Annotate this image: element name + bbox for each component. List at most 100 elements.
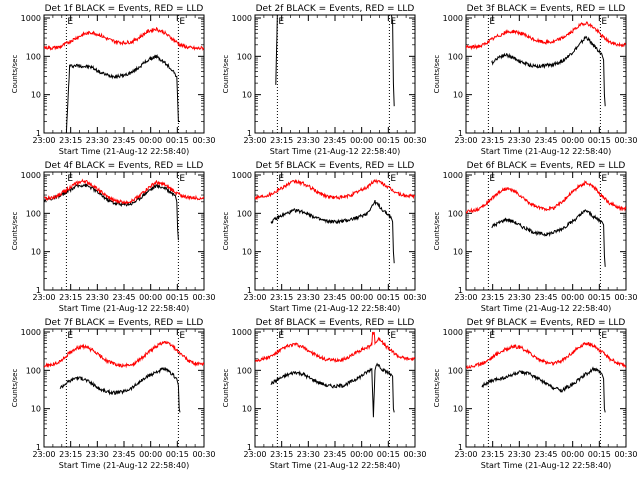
x-tick-label: 00:30	[403, 450, 426, 459]
x-tick-label: 00:30	[614, 293, 637, 302]
x-tick-label: 00:15	[588, 136, 611, 145]
x-axis-label: Start Time (21-Aug-12 22:58:40)	[270, 147, 401, 156]
y-axis-label: Counts/sec	[11, 212, 19, 251]
x-tick-label: 23:30	[508, 450, 531, 459]
y-tick-label: 1000	[232, 14, 252, 23]
y-tick-label: 100	[26, 366, 41, 375]
x-tick-label: 00:15	[588, 450, 611, 459]
x-axis-label: Start Time (21-Aug-12 22:58:40)	[59, 461, 190, 470]
y-tick-label: 1	[247, 286, 252, 295]
x-tick-label: 23:45	[112, 450, 135, 459]
plot-frame	[465, 14, 627, 134]
y-tick-label: 1000	[443, 328, 463, 337]
y-axis-label: Counts/sec	[222, 369, 230, 408]
y-tick-label: 1	[247, 443, 252, 452]
y-axis-label: Counts/sec	[11, 369, 19, 408]
x-tick-label: 23:30	[86, 450, 109, 459]
x-tick-label: 00:30	[403, 136, 426, 145]
x-tick-label: 23:15	[59, 136, 82, 145]
x-axis-label: Start Time (21-Aug-12 22:58:40)	[481, 147, 612, 156]
x-tick-label: 23:45	[323, 450, 346, 459]
x-tick-label: 23:45	[112, 293, 135, 302]
panel-8: Det 8f BLACK = Events, RED = LLD 1 10 100 10…	[222, 318, 427, 470]
events-series-line	[270, 199, 395, 264]
y-axis-label: Counts/sec	[433, 55, 441, 94]
panel-4: Det 4f BLACK = Events, RED = LLD 1 10 100 10…	[11, 161, 216, 313]
x-axis-label: Start Time (21-Aug-12 22:58:40)	[270, 304, 401, 313]
x-tick-label: 23:15	[270, 136, 293, 145]
y-tick-label: 100	[448, 52, 463, 61]
panel-title: Det 3f BLACK = Events, RED = LLD	[467, 4, 626, 14]
x-tick-label: 00:30	[614, 136, 637, 145]
series-group	[466, 21, 626, 107]
x-tick-label: 00:30	[192, 136, 215, 145]
y-tick-label: 1	[247, 129, 252, 138]
y-tick-label: 1000	[232, 328, 252, 337]
x-tick-label: 23:00	[243, 450, 266, 459]
panel-6: Det 6f BLACK = Events, RED = LLD 1 10 100 10…	[433, 161, 638, 313]
e-marker-label: E	[67, 331, 73, 341]
plot-frame	[254, 328, 416, 448]
panel-9: Det 9f BLACK = Events, RED = LLD 1 10 100 10…	[433, 318, 638, 470]
x-tick-label: 23:30	[297, 293, 320, 302]
x-tick-label: 00:00	[139, 450, 162, 459]
x-tick-label: 00:15	[377, 293, 400, 302]
y-tick-label: 100	[26, 52, 41, 61]
panel-5: Det 5f BLACK = Events, RED = LLD 1 10 100 10…	[222, 161, 427, 313]
x-tick-label: 23:15	[59, 450, 82, 459]
x-tick-label: 23:30	[297, 136, 320, 145]
y-tick-label: 100	[448, 366, 463, 375]
panel-title: Det 2f BLACK = Events, RED = LLD	[256, 4, 415, 14]
panel-title: Det 1f BLACK = Events, RED = LLD	[45, 4, 204, 14]
x-tick-label: 23:30	[297, 450, 320, 459]
panel-2: Det 2f BLACK = Events, RED = LLD 1 10 100 10…	[222, 4, 427, 156]
y-tick-label: 1	[36, 443, 41, 452]
e-marker-label: E	[489, 331, 495, 341]
x-tick-label: 23:00	[454, 293, 477, 302]
lld-series-line	[255, 178, 415, 201]
y-axis-label: Counts/sec	[433, 369, 441, 408]
x-tick-label: 00:30	[614, 450, 637, 459]
y-axis-label: Counts/sec	[433, 212, 441, 251]
e-marker-label: E	[390, 17, 396, 27]
y-tick-label: 10	[31, 91, 41, 100]
x-tick-label: 00:30	[192, 293, 215, 302]
y-tick-label: 10	[31, 248, 41, 257]
y-axis-label: Counts/sec	[11, 55, 19, 94]
y-tick-label: 1	[36, 129, 41, 138]
y-tick-label: 1000	[443, 171, 463, 180]
x-tick-label: 23:00	[243, 136, 266, 145]
series-group	[255, 178, 415, 264]
x-tick-label: 23:45	[323, 293, 346, 302]
e-marker-label: E	[67, 17, 73, 27]
x-tick-label: 00:15	[166, 136, 189, 145]
events-series-line	[481, 366, 606, 413]
y-tick-label: 1	[36, 286, 41, 295]
x-tick-label: 00:15	[588, 293, 611, 302]
e-marker-label: E	[390, 331, 396, 341]
e-marker-label: E	[489, 174, 495, 184]
y-tick-label: 1000	[21, 171, 41, 180]
x-tick-label: 23:30	[508, 136, 531, 145]
y-tick-label: 1000	[21, 328, 41, 337]
x-tick-label: 23:30	[508, 293, 531, 302]
panel-title: Det 8f BLACK = Events, RED = LLD	[256, 318, 415, 328]
events-series-line	[491, 209, 606, 267]
e-marker-label: E	[489, 17, 495, 27]
panel-title: Det 4f BLACK = Events, RED = LLD	[45, 161, 204, 171]
x-tick-label: 00:15	[377, 450, 400, 459]
x-tick-label: 00:00	[350, 450, 373, 459]
x-tick-label: 00:00	[561, 450, 584, 459]
x-tick-label: 00:30	[192, 450, 215, 459]
x-axis-label: Start Time (21-Aug-12 22:58:40)	[59, 304, 190, 313]
y-tick-label: 100	[237, 366, 252, 375]
y-tick-label: 100	[26, 209, 41, 218]
x-tick-label: 23:15	[481, 136, 504, 145]
plot-frame	[465, 328, 627, 448]
x-tick-label: 00:00	[350, 293, 373, 302]
events-series-line	[59, 366, 181, 413]
e-marker-label: E	[67, 174, 73, 184]
y-tick-label: 100	[448, 209, 463, 218]
y-tick-label: 1	[458, 129, 463, 138]
